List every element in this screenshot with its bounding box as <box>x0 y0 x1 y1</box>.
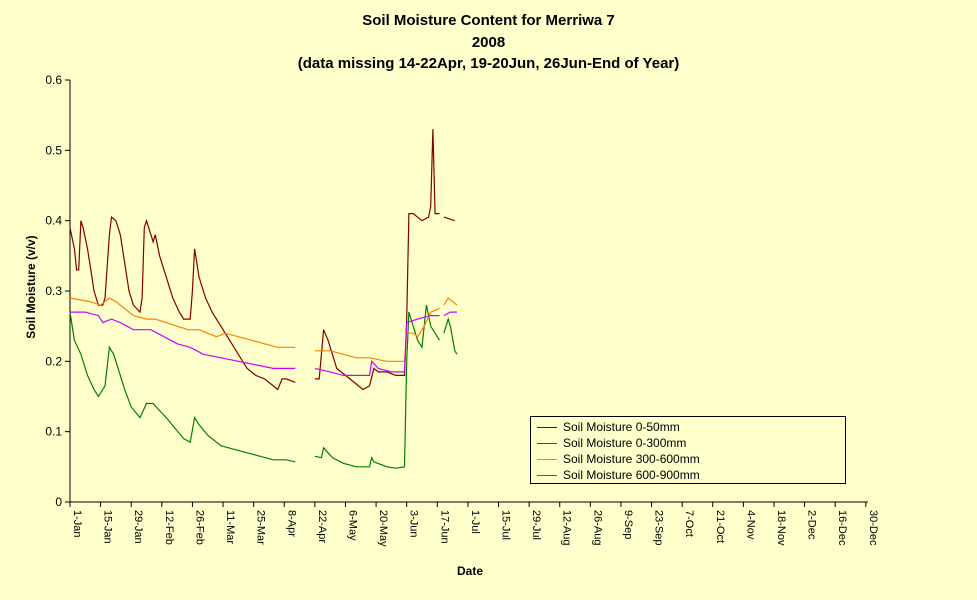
x-tick-label: 25-Mar <box>255 510 267 545</box>
x-tick-label: 8-Apr <box>285 510 297 537</box>
chart-subtitle: 2008 <box>471 34 506 51</box>
series-line <box>69 215 296 391</box>
legend-entry: Soil Moisture 300-600mm <box>537 451 845 467</box>
chart-note: (data missing 14-22Apr, 19-20Jun, 26Jun-… <box>297 55 680 72</box>
series-line <box>70 311 296 369</box>
series-line <box>69 312 296 463</box>
series-4 <box>70 311 457 376</box>
legend: Soil Moisture 0-50mm Soil Moisture 0-300m… <box>530 416 846 484</box>
x-tick-label: 26-Aug <box>591 510 603 545</box>
series-layer <box>69 129 458 469</box>
x-tick-label: 23-Sep <box>653 510 665 545</box>
x-tick-label: 15-Jan <box>102 510 114 544</box>
x-tick-label: 30-Dec <box>867 510 879 546</box>
x-tick-label: 1-Jul <box>469 510 481 534</box>
legend-label: Soil Moisture 0-50mm <box>563 420 680 434</box>
series-1 <box>69 129 455 391</box>
y-tick-label: 0 <box>55 495 62 509</box>
legend-entry: Soil Moisture 600-900mm <box>537 467 845 483</box>
x-tick-label: 11-Mar <box>224 510 236 544</box>
legend-label: Soil Moisture 300-600mm <box>563 452 700 466</box>
x-tick-label: 12-Aug <box>561 510 573 545</box>
legend-swatch <box>537 426 557 428</box>
y-tick-label: 0.5 <box>45 143 62 157</box>
x-tick-label: 1-Jan <box>71 510 83 538</box>
x-tick-label: 22-Apr <box>316 510 328 543</box>
x-tick-label: 7-Oct <box>683 510 695 537</box>
x-tick-label: 2-Dec <box>806 510 818 540</box>
x-tick-label: 21-Oct <box>714 510 726 543</box>
legend-label: Soil Moisture 600-900mm <box>563 468 700 482</box>
legend-swatch <box>537 474 557 476</box>
x-axis-label: Date <box>456 564 483 578</box>
x-tick-label: 12-Feb <box>163 510 175 545</box>
x-tick-label: 17-Jun <box>438 510 450 544</box>
chart-title: Soil Moisture Content for Merriwa 7 <box>362 12 615 29</box>
legend-swatch <box>537 442 557 444</box>
x-tick-label: 29-Jul <box>530 510 542 540</box>
series-line <box>443 216 455 222</box>
legend-label: Soil Moisture 0-300mm <box>563 436 687 450</box>
x-tick-label: 20-May <box>377 510 389 547</box>
series-line <box>314 129 440 391</box>
y-axis-label: Soil Moisture (v/v) <box>24 235 38 339</box>
series-line <box>443 311 457 317</box>
y-tick-label: 0.4 <box>45 214 62 228</box>
x-tick-label: 6-May <box>346 510 358 541</box>
y-tick-label: 0.1 <box>45 425 62 439</box>
x-tick-label: 9-Sep <box>622 510 634 539</box>
series-line <box>69 297 296 348</box>
x-tick-label: 16-Dec <box>836 510 848 546</box>
y-tick-label: 0.2 <box>45 354 62 368</box>
y-tick-label: 0.3 <box>45 284 62 298</box>
legend-entry: Soil Moisture 0-300mm <box>537 435 845 451</box>
series-line <box>443 317 458 355</box>
legend-swatch <box>537 458 557 460</box>
x-tick-label: 4-Nov <box>744 510 756 540</box>
x-tick-label: 26-Feb <box>193 510 205 545</box>
series-line <box>314 315 440 376</box>
x-tick-label: 29-Jan <box>132 510 144 544</box>
legend-entry: Soil Moisture 0-50mm <box>537 419 845 435</box>
x-tick-label: 15-Jul <box>500 510 512 540</box>
y-tick-label: 0.6 <box>45 73 62 87</box>
x-tick-label: 3-Jun <box>408 510 420 538</box>
series-line <box>443 297 458 306</box>
x-tick-label: 18-Nov <box>775 510 787 546</box>
